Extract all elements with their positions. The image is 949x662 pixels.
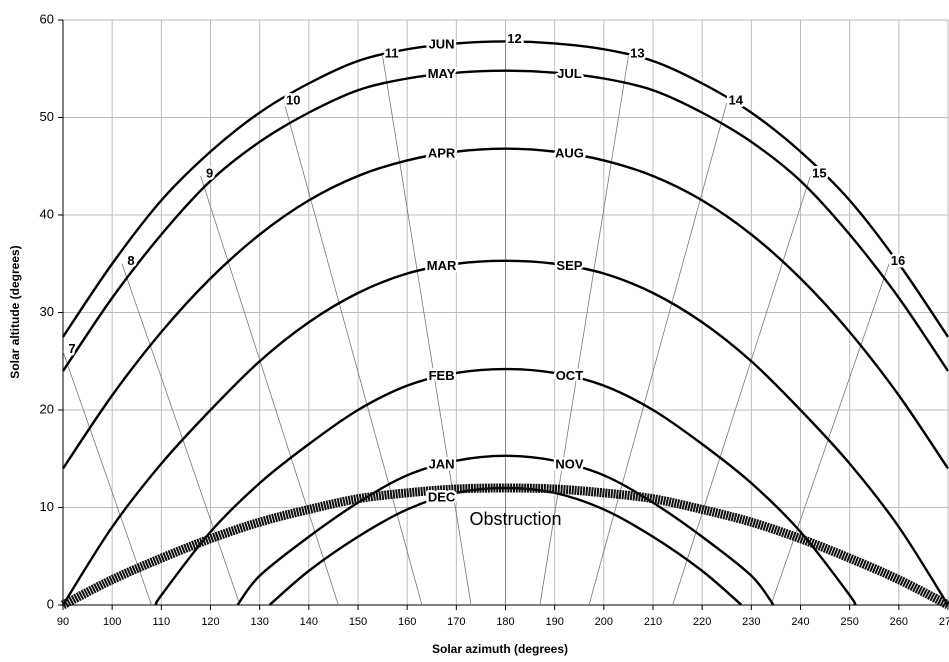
hour-label: 13 <box>630 46 644 61</box>
obstruction-label: Obstruction <box>469 509 561 529</box>
hour-label: 9 <box>206 165 213 180</box>
month-curve <box>236 454 775 606</box>
month-label: JAN <box>429 457 455 472</box>
x-tick-label: 120 <box>201 616 219 628</box>
hour-label: 11 <box>385 46 399 61</box>
x-tick-label: 270 <box>939 616 949 628</box>
x-tick-label: 240 <box>791 616 809 628</box>
x-tick-label: 160 <box>398 616 416 628</box>
month-label: MAY <box>428 66 456 81</box>
month-curve <box>62 69 949 372</box>
x-tick-label: 90 <box>57 616 69 628</box>
month-label: NOV <box>555 457 584 472</box>
y-tick-label: 40 <box>40 206 54 221</box>
hour-line <box>672 175 811 606</box>
hour-label: 12 <box>507 31 521 46</box>
y-tick-label: 60 <box>40 11 54 26</box>
month-curve <box>61 259 949 606</box>
month-curve <box>62 147 949 470</box>
x-axis-title: Solar azimuth (degrees) <box>432 642 568 656</box>
month-label: APR <box>428 146 456 161</box>
y-tick-label: 50 <box>40 109 54 124</box>
month-label: MAR <box>427 258 457 273</box>
x-tick-label: 220 <box>693 616 711 628</box>
y-tick-label: 20 <box>40 401 54 416</box>
hour-line <box>770 263 890 606</box>
month-label: DEC <box>428 489 456 504</box>
hour-label: 10 <box>286 92 300 107</box>
x-tick-label: 170 <box>447 616 465 628</box>
hour-label: 16 <box>891 253 905 268</box>
obstruction-curve <box>60 483 949 609</box>
month-label: AUG <box>555 146 584 161</box>
x-tick-label: 260 <box>890 616 908 628</box>
x-tick-label: 110 <box>153 616 171 628</box>
hour-line <box>588 102 728 606</box>
x-tick-label: 190 <box>545 616 563 628</box>
hour-label: 7 <box>68 341 75 356</box>
month-label: OCT <box>556 368 584 383</box>
month-label: JUN <box>429 37 455 52</box>
hour-line <box>121 263 241 606</box>
y-axis-title: Solar altitude (degrees) <box>8 245 22 378</box>
hour-label: 15 <box>812 165 826 180</box>
x-tick-label: 150 <box>349 616 367 628</box>
x-tick-label: 210 <box>644 616 662 628</box>
hour-line <box>200 175 339 606</box>
x-tick-label: 180 <box>496 616 514 628</box>
y-tick-label: 0 <box>47 596 54 611</box>
month-curve <box>154 367 857 606</box>
hour-line <box>382 56 472 606</box>
month-label: FEB <box>429 368 455 383</box>
x-tick-label: 250 <box>840 616 858 628</box>
x-tick-label: 230 <box>742 616 760 628</box>
hour-line <box>283 102 423 606</box>
y-tick-label: 10 <box>40 499 54 514</box>
x-tick-label: 100 <box>103 616 121 628</box>
x-tick-label: 140 <box>300 616 318 628</box>
month-label: SEP <box>556 258 582 273</box>
hour-label: 14 <box>729 92 744 107</box>
hour-line <box>62 351 152 606</box>
month-label: JUL <box>557 66 582 81</box>
y-tick-label: 30 <box>40 304 54 319</box>
x-tick-label: 200 <box>595 616 613 628</box>
month-curve <box>62 40 949 338</box>
hour-label: 8 <box>127 253 134 268</box>
hour-line <box>539 56 629 606</box>
x-tick-label: 130 <box>250 616 268 628</box>
